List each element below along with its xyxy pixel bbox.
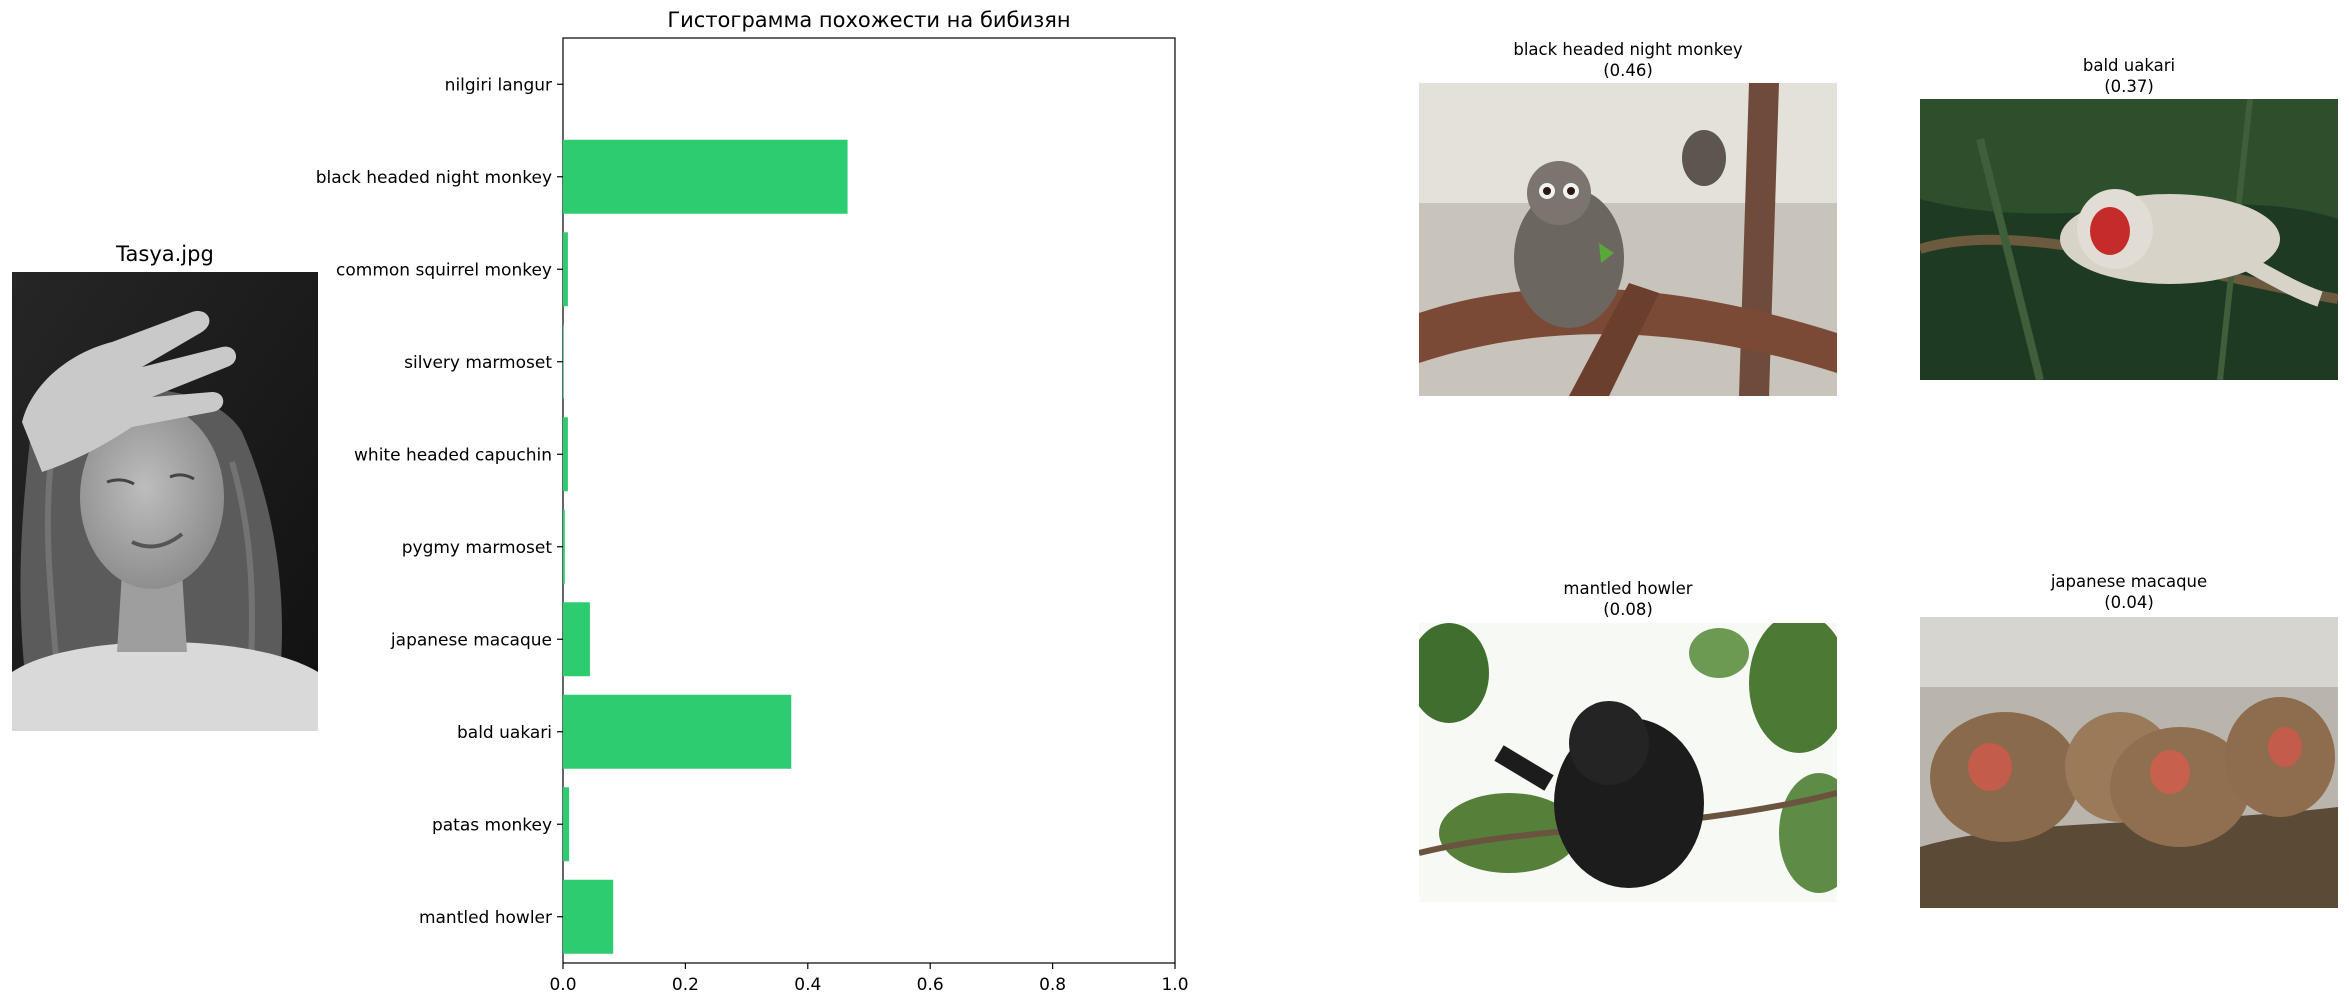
x-tick-label: 0.6 — [917, 975, 944, 995]
chart-title: Гистограмма похожести на бибизян — [667, 8, 1071, 32]
match-3-score: (0.08) — [1603, 600, 1653, 619]
portrait-image — [12, 272, 318, 731]
match-1-score: (0.46) — [1603, 61, 1653, 80]
match-3-name: mantled howler — [1563, 579, 1693, 598]
match-3-image — [1419, 623, 1837, 902]
y-tick-label: mantled howler — [419, 908, 552, 928]
similarity-bar-chart: nilgiri langur black headed night monkey c… — [316, 37, 1189, 995]
y-tick-label: japanese macaque — [390, 630, 552, 650]
chart-axes — [562, 37, 1176, 964]
match-1-image — [1419, 83, 1837, 396]
bar — [563, 602, 590, 677]
y-tick-label: nilgiri langur — [445, 75, 552, 95]
match-4-name: japanese macaque — [2050, 572, 2208, 591]
y-tick-label: bald uakari — [457, 723, 552, 743]
bar — [563, 787, 570, 862]
match-4-image — [1920, 617, 2338, 908]
x-tick-label: 1.0 — [1161, 975, 1188, 995]
chart-bars — [563, 139, 848, 954]
x-tick-label: 0.2 — [672, 975, 699, 995]
bar — [563, 694, 792, 769]
match-2-name: bald uakari — [2082, 56, 2176, 75]
y-tick-label: black headed night monkey — [316, 168, 552, 188]
match-2-caption: bald uakari (0.37) — [1920, 55, 2338, 97]
x-tick-label: 0.0 — [549, 975, 576, 995]
match-1-name: black headed night monkey — [1513, 40, 1743, 59]
bar — [563, 417, 568, 492]
bar — [563, 139, 848, 214]
bar — [563, 232, 568, 307]
bar — [563, 324, 564, 399]
chart-x-ticks: 0.0 0.2 0.4 0.6 0.8 1.0 — [549, 963, 1189, 995]
japanese-macaque-photo — [1920, 617, 2338, 908]
y-tick-label: silvery marmoset — [404, 353, 552, 373]
y-tick-label: pygmy marmoset — [402, 538, 553, 558]
bar — [563, 509, 565, 584]
mantled-howler-photo — [1419, 623, 1837, 902]
photo-title: Tasya.jpg — [116, 242, 214, 266]
match-3-caption: mantled howler (0.08) — [1419, 578, 1837, 620]
bar — [563, 879, 614, 954]
y-tick-label: common squirrel monkey — [336, 260, 552, 280]
user-photo — [12, 272, 318, 731]
match-4-score: (0.04) — [2104, 593, 2154, 612]
night-monkey-photo — [1419, 83, 1837, 396]
chart-frame — [562, 37, 1176, 964]
y-tick-label: patas monkey — [432, 815, 552, 835]
bald-uakari-photo — [1920, 99, 2338, 380]
match-4-caption: japanese macaque (0.04) — [1920, 571, 2338, 613]
match-1-caption: black headed night monkey (0.46) — [1419, 39, 1837, 81]
match-2-score: (0.37) — [2104, 77, 2154, 96]
match-2-image — [1920, 99, 2338, 380]
chart-y-tick-labels: nilgiri langur black headed night monkey c… — [316, 75, 563, 928]
x-tick-label: 0.4 — [794, 975, 821, 995]
x-tick-label: 0.8 — [1039, 975, 1066, 995]
y-tick-label: white headed capuchin — [354, 445, 552, 465]
